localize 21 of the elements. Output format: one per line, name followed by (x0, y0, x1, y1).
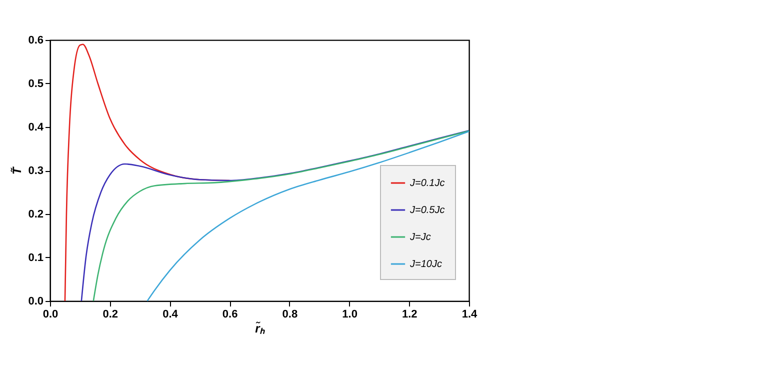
y-axis-title: T̃ (10, 166, 24, 175)
y-tick-label: 0.3 (28, 165, 44, 177)
y-tick-label: 0.2 (28, 208, 44, 220)
legend-label: J=0.1Jc (409, 178, 445, 189)
legend-label: J=Jc (409, 232, 431, 243)
x-tick-label: 0.0 (42, 308, 58, 320)
legend-label: J=0.5Jc (409, 205, 445, 216)
x-tick-label: 0.4 (162, 308, 179, 320)
y-tick-label: 0.0 (28, 296, 44, 308)
y-tick-label: 0.5 (28, 78, 44, 90)
y-tick-label: 0.4 (28, 122, 44, 134)
x-tick-label: 0.6 (222, 308, 238, 320)
y-tick-label: 0.6 (28, 34, 44, 46)
y-tick-label: 0.1 (28, 252, 44, 264)
x-tick-label: 1.2 (402, 308, 418, 320)
x-tick-label: 1.0 (342, 308, 358, 320)
x-axis-title: r̃ₕ (255, 322, 265, 336)
legend-label: J=10Jc (409, 259, 442, 270)
x-tick-label: 0.2 (102, 308, 118, 320)
x-tick-label: 1.4 (462, 308, 478, 320)
x-tick-label: 0.8 (282, 308, 298, 320)
